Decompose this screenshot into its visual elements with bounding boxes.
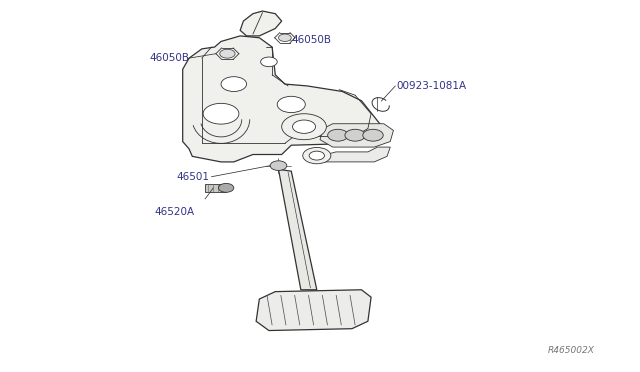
Circle shape <box>270 161 287 170</box>
Circle shape <box>309 151 324 160</box>
Circle shape <box>260 57 277 67</box>
Polygon shape <box>240 11 282 36</box>
Circle shape <box>277 96 305 113</box>
Circle shape <box>278 34 291 41</box>
Polygon shape <box>182 36 381 162</box>
Circle shape <box>221 77 246 92</box>
Text: 00923-1081A: 00923-1081A <box>397 81 467 91</box>
Circle shape <box>363 129 383 141</box>
Polygon shape <box>205 184 226 192</box>
Circle shape <box>328 129 348 141</box>
Circle shape <box>220 49 235 58</box>
Circle shape <box>218 183 234 192</box>
Polygon shape <box>278 169 317 290</box>
Circle shape <box>345 129 365 141</box>
Text: 46050B: 46050B <box>149 53 189 63</box>
Circle shape <box>303 147 331 164</box>
Circle shape <box>292 120 316 134</box>
Text: 46501: 46501 <box>176 172 209 182</box>
Text: 46520A: 46520A <box>154 207 194 217</box>
Polygon shape <box>256 290 371 331</box>
Text: R465002X: R465002X <box>548 346 595 355</box>
Circle shape <box>282 114 326 140</box>
Polygon shape <box>320 124 394 147</box>
Text: 46050B: 46050B <box>291 35 332 45</box>
Circle shape <box>203 103 239 124</box>
Polygon shape <box>324 147 390 162</box>
